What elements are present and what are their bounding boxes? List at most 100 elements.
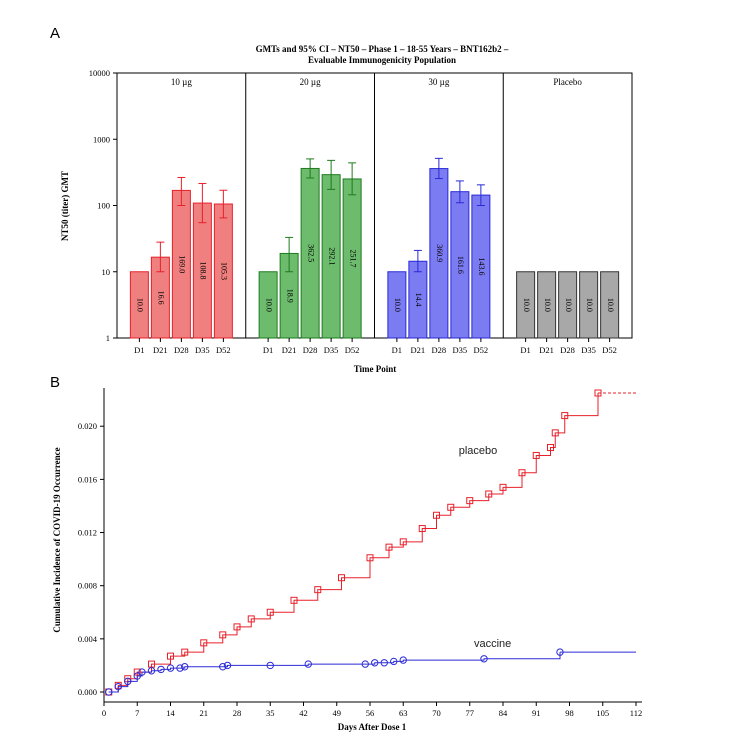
x-tick-label: D1 bbox=[263, 345, 273, 355]
x-tick-label: 0 bbox=[102, 708, 106, 718]
x-tick-label: D52 bbox=[216, 345, 231, 355]
vaccine-marker bbox=[124, 677, 132, 686]
vaccine-marker bbox=[114, 682, 122, 691]
bar-value-label: 169.0 bbox=[178, 255, 187, 273]
y-tick-label: 0.004 bbox=[78, 634, 98, 644]
placebo-marker bbox=[247, 615, 255, 623]
placebo-marker bbox=[385, 543, 393, 551]
placebo-marker bbox=[181, 648, 189, 656]
bar-value-label: 251.7 bbox=[348, 249, 357, 267]
x-tick-label: 49 bbox=[333, 708, 342, 718]
placebo-marker bbox=[485, 490, 493, 498]
bar-value-label: 10.0 bbox=[564, 298, 573, 312]
placebo-series-label: placebo bbox=[459, 445, 498, 457]
bar-value-label: 161.6 bbox=[456, 256, 465, 274]
vaccine-series-label: vaccine bbox=[474, 638, 511, 650]
bar-value-label: 108.8 bbox=[199, 262, 208, 280]
chart-a-title: GMTs and 95% CI – NT50 – Phase 1 – 18-55… bbox=[256, 44, 509, 54]
x-tick-label: D28 bbox=[560, 345, 575, 355]
bar-value-label: 10.0 bbox=[136, 298, 145, 312]
x-tick-label: 84 bbox=[499, 708, 508, 718]
chart-b: 0 7 14 21 28 35 42 49 56 63 70 77 84 91 98 105 112 0.000 0… bbox=[78, 388, 642, 718]
placebo-marker bbox=[518, 469, 526, 477]
x-tick-label: D52 bbox=[602, 345, 617, 355]
placebo-marker bbox=[233, 623, 241, 631]
x-tick-label: 105 bbox=[596, 708, 609, 718]
vaccine-marker bbox=[166, 664, 175, 672]
facet-label: Placebo bbox=[553, 77, 582, 87]
y-tick-label: 1 bbox=[106, 333, 110, 343]
bar-value-label: 10.0 bbox=[522, 298, 531, 312]
x-tick-label: 35 bbox=[266, 708, 275, 718]
placebo-marker bbox=[551, 429, 559, 437]
placebo-marker bbox=[433, 511, 440, 519]
panel-a-label: A bbox=[50, 25, 60, 42]
x-tick-label: D52 bbox=[345, 345, 360, 355]
bar-value-label: 10.0 bbox=[393, 298, 402, 312]
x-tick-label: D28 bbox=[174, 345, 189, 355]
placebo-marker bbox=[561, 412, 569, 420]
placebo-marker bbox=[532, 451, 540, 459]
vaccine-marker bbox=[361, 660, 369, 668]
bar-value-label: 10.0 bbox=[606, 298, 615, 312]
placebo-marker bbox=[499, 483, 507, 491]
vaccine-marker bbox=[556, 648, 564, 656]
y-tick-label: 0.016 bbox=[78, 474, 97, 484]
bar-value-label: 360.9 bbox=[435, 244, 444, 262]
vaccine-marker bbox=[219, 663, 227, 671]
placebo-marker bbox=[266, 608, 274, 616]
vaccine-marker bbox=[266, 661, 274, 670]
x-tick-label: D21 bbox=[539, 345, 554, 355]
x-tick-label: 21 bbox=[200, 708, 209, 718]
bar-value-label: 18.9 bbox=[285, 289, 294, 303]
facet-label: 10 µg bbox=[171, 77, 192, 87]
x-tick-label: D1 bbox=[520, 345, 530, 355]
x-tick-label: D21 bbox=[282, 345, 297, 355]
y-tick-label: 0.020 bbox=[78, 421, 97, 431]
y-tick-label: 0.012 bbox=[78, 528, 97, 538]
y-tick-label: 10 bbox=[102, 267, 111, 277]
y-tick-label: 0.000 bbox=[78, 687, 97, 697]
x-tick-label: D21 bbox=[411, 345, 426, 355]
x-tick-label: 28 bbox=[233, 708, 242, 718]
x-tick-label: D21 bbox=[153, 345, 168, 355]
x-tick-label: D52 bbox=[474, 345, 489, 355]
placebo-marker bbox=[366, 554, 374, 562]
x-tick-label: 70 bbox=[432, 708, 441, 718]
bar-value-label: 143.6 bbox=[477, 258, 486, 276]
placebo-curve bbox=[108, 393, 599, 693]
vaccine-marker bbox=[480, 655, 488, 663]
x-tick-label: 98 bbox=[565, 708, 574, 718]
placebo-marker bbox=[466, 497, 474, 505]
vaccine-curve bbox=[108, 652, 561, 693]
vaccine-marker bbox=[399, 656, 407, 664]
chart-b-y-axis-label: Cumulative Incidence of COVID-19 Occurre… bbox=[52, 447, 62, 632]
chart-a-subtitle: Evaluable Immunogenicity Population bbox=[308, 55, 456, 65]
vaccine-marker bbox=[176, 664, 184, 672]
placebo-marker bbox=[418, 525, 426, 533]
x-tick-label: 63 bbox=[399, 708, 408, 718]
placebo-marker bbox=[290, 596, 298, 604]
y-tick-label: 0.008 bbox=[78, 581, 97, 591]
placebo-marker bbox=[200, 639, 208, 647]
placebo-marker bbox=[447, 503, 455, 511]
vaccine-marker bbox=[105, 688, 113, 696]
placebo-marker bbox=[594, 389, 602, 397]
vaccine-marker bbox=[380, 659, 388, 667]
placebo-marker bbox=[167, 652, 174, 660]
chart-a: 1 10 100 1000 10000 10 µg 10.0 D1 16.6 D21 169.0 D2… bbox=[89, 68, 633, 355]
placebo-marker bbox=[314, 586, 322, 594]
facet-label: 30 µg bbox=[428, 77, 449, 87]
y-tick-label: 1000 bbox=[93, 134, 110, 144]
x-tick-label: D35 bbox=[195, 345, 210, 355]
x-tick-label: 42 bbox=[299, 708, 308, 718]
chart-a-y-axis-label: NT50 (titer) GMT bbox=[60, 171, 70, 241]
placebo-marker bbox=[399, 538, 407, 546]
x-tick-label: D28 bbox=[303, 345, 318, 355]
bar-value-label: 292.1 bbox=[327, 247, 336, 265]
bar-value-label: 14.4 bbox=[414, 293, 423, 307]
placebo-marker bbox=[219, 631, 227, 639]
vaccine-marker bbox=[133, 672, 141, 680]
x-tick-label: 77 bbox=[466, 708, 475, 718]
